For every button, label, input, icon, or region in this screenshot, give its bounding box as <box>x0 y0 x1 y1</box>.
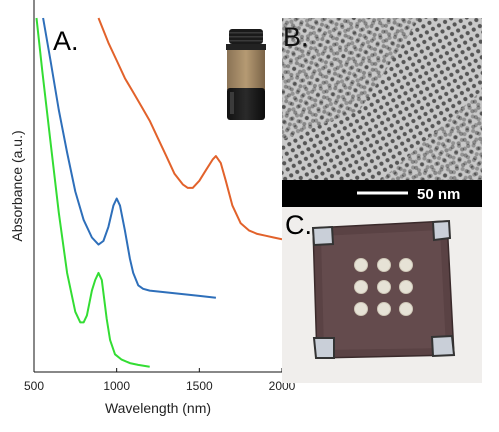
contact-pad-grid <box>354 258 413 316</box>
series-line-1 <box>97 17 282 241</box>
scale-bar-label: 50 nm <box>417 186 460 203</box>
vial-photo <box>216 27 279 124</box>
x-tick-label: 500 <box>24 379 44 393</box>
series-layer <box>35 17 282 368</box>
panel-b-label: B. <box>283 22 309 52</box>
series-line-2 <box>42 17 217 299</box>
panel-a-label: A. <box>53 26 79 56</box>
x-tick-label: 1500 <box>186 379 213 393</box>
spectrum-chart: 500 1000 1500 2000 Wavelength (nm) Absorban… <box>9 0 296 416</box>
device-photo: C. <box>282 207 482 383</box>
x-tick-label: 1000 <box>103 379 130 393</box>
series-line-3 <box>35 17 150 368</box>
y-axis-title: Absorbance (a.u.) <box>9 130 25 241</box>
tem-image: 50 nm B. <box>282 18 482 207</box>
panel-c-label: C. <box>285 210 312 240</box>
x-axis-title: Wavelength (nm) <box>105 400 211 416</box>
